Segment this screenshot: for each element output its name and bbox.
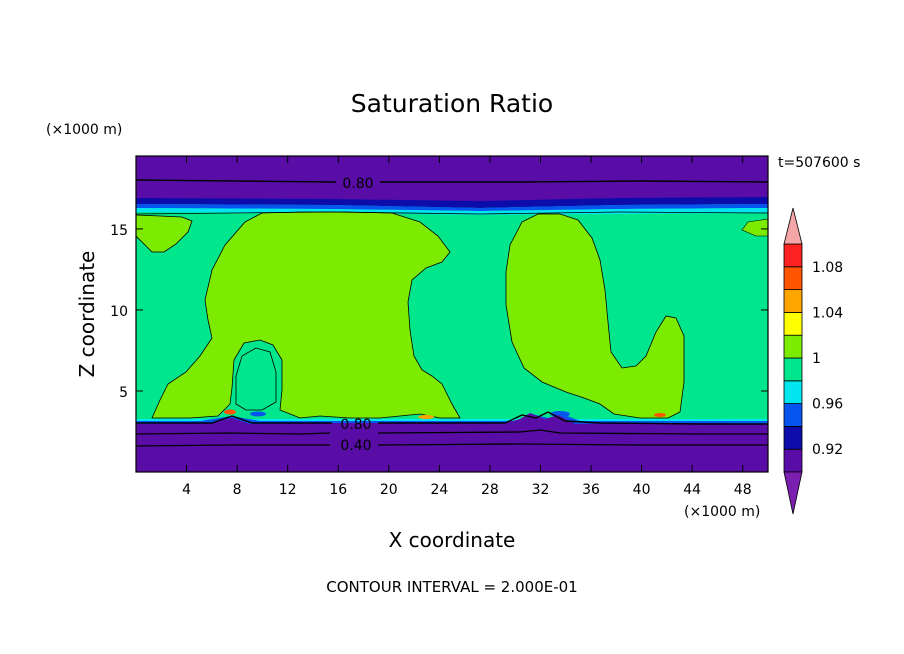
colorbar-label: 0.92	[812, 442, 843, 458]
contour-label: 0.80	[342, 176, 373, 192]
contour-line-060	[136, 429, 768, 435]
x-tick-label: 20	[380, 482, 398, 498]
upper-dry-layer	[136, 156, 768, 202]
x-tick-label: 40	[633, 482, 651, 498]
colorbar-label: 1.04	[812, 305, 843, 321]
x-axis-label: X coordinate	[389, 528, 516, 552]
time-label: t=507600 s	[778, 155, 860, 171]
plot-frame	[135, 155, 769, 473]
contour-line-040	[136, 443, 768, 447]
contour-line-080-bottom	[136, 411, 768, 425]
contour-label: 0.40	[340, 438, 371, 454]
contour-interval-label: CONTOUR INTERVAL = 2.000E-01	[326, 578, 577, 596]
colorbar-segment	[783, 425, 803, 450]
x-unit-label: (×1000 m)	[684, 504, 760, 520]
region-small-hole	[235, 347, 277, 411]
colorbar-label: 1	[812, 351, 821, 367]
y-tick-label: 15	[110, 223, 128, 239]
anomaly-warm-1	[224, 409, 236, 415]
lower-dry-layer	[136, 413, 768, 472]
region-right-corner	[741, 218, 768, 237]
upper-transition-dark	[136, 197, 768, 208]
x-tick-label: 4	[182, 482, 191, 498]
x-tick-label: 16	[329, 482, 347, 498]
upper-transition-cyan	[136, 208, 768, 215]
anomaly-warm-3	[654, 413, 666, 417]
x-tick-label: 32	[532, 482, 550, 498]
y-unit-label: (×1000 m)	[46, 122, 122, 138]
colorbar-segment	[783, 448, 803, 473]
y-axis-label: Z coordinate	[75, 251, 99, 378]
region-right-plume	[505, 213, 685, 419]
colorbar-label: 1.08	[812, 260, 843, 276]
colorbar-segment	[783, 403, 803, 427]
y-axis-ticks: 5 10 15	[110, 223, 768, 401]
x-axis-ticks: 4 8 12 16 20 24 28 32 36 40 44 48	[182, 156, 752, 498]
region-large-plume	[151, 211, 461, 419]
colorbar-segment	[783, 289, 803, 313]
colorbar-segment	[783, 311, 803, 336]
field-outline	[136, 211, 768, 215]
anomaly-warm-2	[418, 415, 434, 419]
x-tick-label: 28	[481, 482, 499, 498]
contour-line-080-top	[136, 179, 768, 183]
anomaly-cool-1	[250, 411, 266, 417]
colorbar-label: 0.96	[812, 397, 843, 413]
colorbar-segment	[783, 334, 803, 359]
x-tick-label: 48	[734, 482, 752, 498]
x-tick-label: 12	[279, 482, 297, 498]
colorbar-segment	[783, 243, 803, 268]
colorbar-triangle-high	[783, 207, 803, 245]
colorbar-segment	[783, 357, 803, 382]
colorbar-segment	[783, 266, 803, 290]
y-tick-label: 5	[119, 385, 128, 401]
x-tick-label: 24	[430, 482, 448, 498]
colorbar-segment	[783, 380, 803, 404]
contour-label: 0.80	[340, 417, 371, 433]
y-tick-label: 10	[110, 304, 128, 320]
x-tick-label: 8	[233, 482, 242, 498]
contour-field	[136, 156, 768, 472]
chart-title: Saturation Ratio	[351, 89, 553, 118]
colorbar-triangle-low	[783, 471, 803, 515]
x-tick-label: 36	[582, 482, 600, 498]
region-left-corner	[136, 214, 193, 253]
upper-transition-blue	[136, 204, 768, 211]
x-tick-label: 44	[683, 482, 701, 498]
colorbar: 0.92 0.96 1 1.04 1.08	[783, 207, 843, 515]
